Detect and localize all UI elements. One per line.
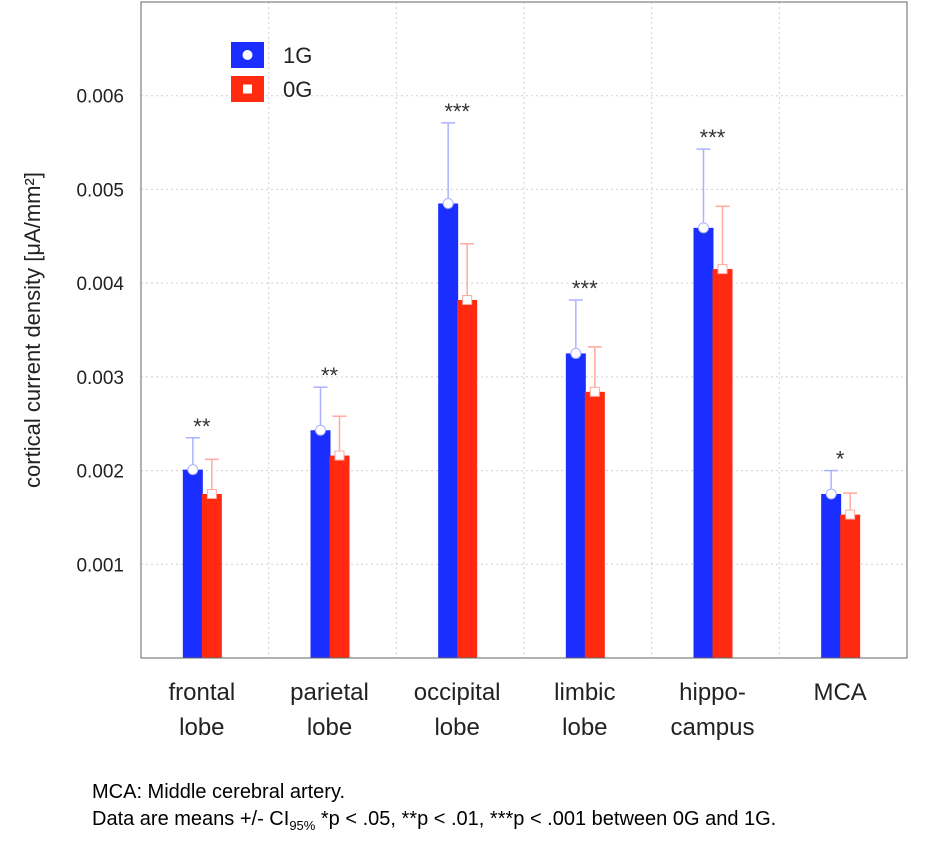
- y-tick-labels: 0.001 0.002 0.003 0.004 0.005 0.006: [76, 87, 124, 577]
- legend-label-1g: 1G: [283, 43, 312, 68]
- x-label-line2-0: lobe: [179, 714, 224, 741]
- caption-line-2: Data are means +/- CI95% *p < .05, **p <…: [92, 808, 776, 833]
- legend-label-0g: 0G: [283, 77, 312, 102]
- bars-layer: [182, 122, 861, 658]
- x-label-line1-4: hippo-: [679, 679, 746, 706]
- bar-0g-0: [201, 494, 222, 658]
- marker-0g-0: [206, 489, 217, 499]
- caption-line-1: MCA: Middle cerebral artery.: [92, 781, 346, 803]
- marker-1g-4: [698, 222, 709, 234]
- marker-0g-3: [589, 386, 600, 397]
- x-label-line1-5: MCA: [813, 679, 866, 706]
- bar-1g-4: [693, 227, 714, 658]
- marker-1g-0: [187, 464, 199, 476]
- y-tick-label-2: 0.003: [76, 368, 124, 389]
- x-label-line2-1: lobe: [307, 714, 352, 741]
- bar-1g-5: [821, 494, 842, 658]
- significance-4: ***: [700, 125, 726, 150]
- x-label-line1-1: parietal: [290, 679, 369, 706]
- significance-2: ***: [444, 99, 470, 124]
- bar-1g-2: [438, 203, 459, 658]
- bar-chart: 0.001 0.002 0.003 0.004 0.005 0.006 frontal lo…: [20, 1, 908, 741]
- significance-1: **: [321, 363, 339, 388]
- y-tick-label-1: 0.002: [76, 462, 124, 483]
- y-axis-label: cortical current density [μA/mm²]: [20, 172, 45, 488]
- y-tick-label-3: 0.004: [76, 274, 124, 295]
- marker-0g-2: [462, 295, 473, 306]
- bar-1g-3: [565, 353, 586, 658]
- x-label-line1-3: limbic: [554, 679, 615, 706]
- bar-0g-1: [329, 455, 350, 658]
- x-label-line1-0: frontal: [168, 679, 235, 706]
- marker-0g-5: [845, 509, 856, 520]
- significance-3: ***: [572, 276, 598, 301]
- significance-marks: **************: [193, 99, 845, 472]
- bar-0g-4: [712, 269, 733, 658]
- marker-1g-2: [442, 197, 454, 209]
- significance-5: *: [836, 447, 845, 472]
- bar-1g-1: [310, 430, 331, 658]
- plot-frame: [140, 1, 908, 659]
- grid-lines: [141, 2, 907, 658]
- marker-0g-4: [717, 264, 728, 275]
- marker-1g-1: [315, 424, 326, 436]
- legend-marker-0g: [243, 84, 252, 94]
- caption-subscript: 95%: [289, 818, 316, 833]
- y-tick-label-5: 0.006: [76, 87, 124, 108]
- bar-0g-2: [457, 300, 478, 658]
- marker-0g-1: [334, 450, 345, 461]
- significance-0: **: [193, 414, 211, 439]
- caption-prefix: Data are means +/- CI: [92, 808, 290, 830]
- legend-marker-1g: [242, 50, 253, 60]
- x-label-line2-4: campus: [670, 714, 754, 741]
- bar-0g-3: [584, 391, 605, 658]
- y-tick-label-4: 0.005: [76, 180, 124, 201]
- x-category-labels: frontal lobe parietal lobe occipital lobe limb…: [168, 679, 866, 741]
- y-tick-label-0: 0.001: [76, 555, 124, 576]
- marker-1g-3: [570, 347, 582, 359]
- marker-1g-5: [825, 488, 837, 500]
- caption-suffix: *p < .05, **p < .01, ***p < .001 between…: [315, 808, 777, 830]
- bar-1g-0: [182, 469, 203, 658]
- x-label-line2-3: lobe: [562, 714, 607, 741]
- x-label-line2-2: lobe: [434, 714, 479, 741]
- x-label-line1-2: occipital: [414, 679, 501, 706]
- bar-0g-5: [840, 514, 861, 658]
